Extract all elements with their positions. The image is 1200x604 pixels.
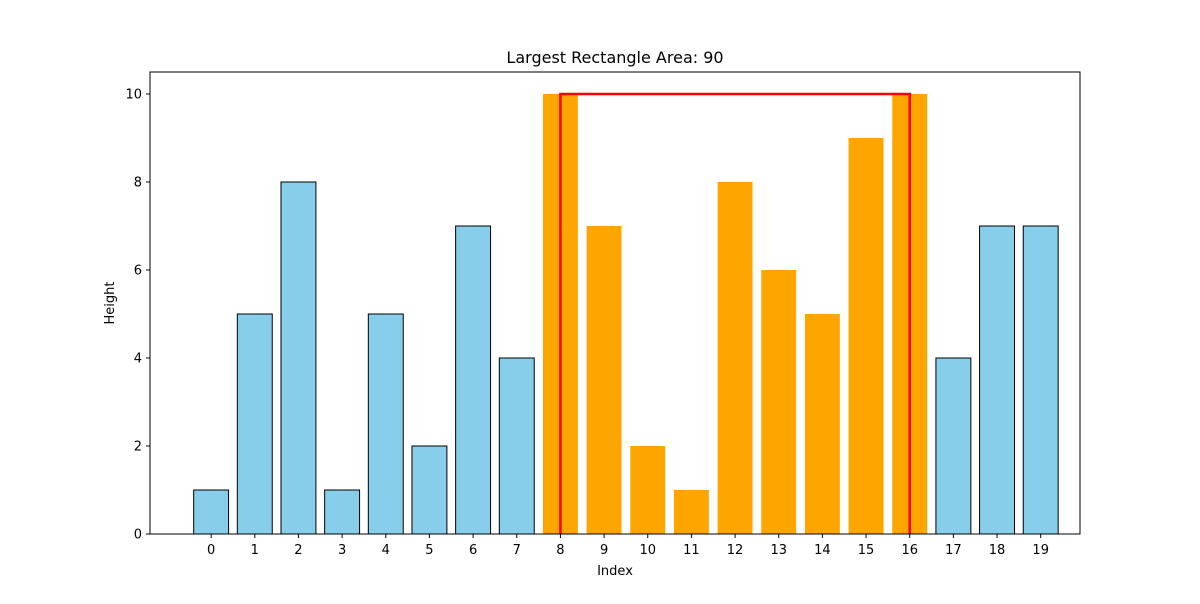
x-tick-label-3: 3 [338,543,346,558]
x-tick-label-10: 10 [639,543,656,558]
x-axis-label: Index [597,564,633,579]
x-tick-label-12: 12 [727,543,744,558]
x-tick-label-9: 9 [600,543,608,558]
bar-2 [280,181,317,535]
x-tick-label-18: 18 [989,543,1006,558]
bar-5 [411,445,448,535]
y-axis-label: Height [103,282,118,325]
x-tick-label-8: 8 [556,543,564,558]
x-tick-label-2: 2 [294,543,302,558]
y-tick-label-10: 10 [125,88,142,103]
bar-19 [1022,225,1059,535]
y-tick-label-4: 4 [134,352,142,367]
x-tick-label-0: 0 [207,543,215,558]
highlighted-bar-12 [717,182,753,534]
chart-title: Largest Rectangle Area: 90 [506,48,723,67]
x-tick-label-1: 1 [251,543,259,558]
x-tick-label-7: 7 [513,543,521,558]
y-tick-label-6: 6 [134,264,142,279]
bar-0 [193,489,230,535]
x-tick-label-15: 15 [858,543,875,558]
bar-18 [979,225,1016,535]
x-tick-label-16: 16 [901,543,918,558]
highlighted-bar-14 [804,314,840,534]
highlighted-bar-10 [630,446,666,534]
x-tick-label-13: 13 [770,543,787,558]
x-tick-label-17: 17 [945,543,962,558]
highlighted-bar-11 [673,490,709,534]
x-tick-label-11: 11 [683,543,700,558]
plot-frame [149,71,1081,535]
bar-7 [498,357,535,535]
bar-6 [455,225,492,535]
y-tick-label-0: 0 [134,528,142,543]
x-tick-label-14: 14 [814,543,831,558]
bar-17 [935,357,972,535]
x-tick-label-5: 5 [425,543,433,558]
largest-rectangle-outline [559,92,911,534]
x-tick-label-19: 19 [1032,543,1049,558]
bar-3 [324,489,361,535]
x-tick-label-6: 6 [469,543,477,558]
bar-1 [236,313,273,535]
highlighted-bar-15 [848,138,884,534]
bar-4 [367,313,404,535]
y-tick-label-2: 2 [134,440,142,455]
highlighted-bar-9 [586,226,622,534]
x-tick-label-4: 4 [382,543,390,558]
highlighted-bar-13 [761,270,797,534]
y-tick-label-8: 8 [134,176,142,191]
